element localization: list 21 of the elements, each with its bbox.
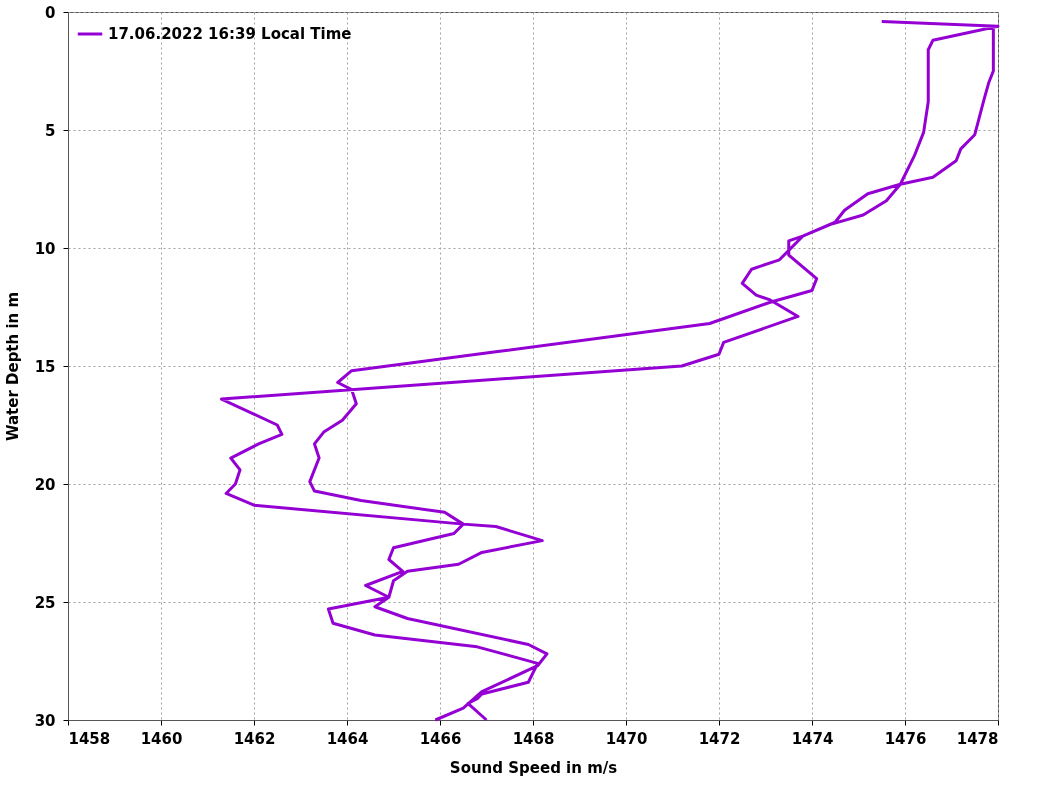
y-tick-label: 0 xyxy=(45,3,56,22)
legend-label: 17.06.2022 16:39 Local Time xyxy=(108,25,352,43)
y-tick-label: 25 xyxy=(34,593,56,612)
y-tick-label: 30 xyxy=(34,711,56,730)
x-tick-label: 1466 xyxy=(419,729,462,748)
y-tick-label: 5 xyxy=(45,121,56,140)
x-tick-label: 1476 xyxy=(884,729,927,748)
y-tick-label: 10 xyxy=(34,239,56,258)
x-tick-label: 1468 xyxy=(512,729,555,748)
x-tick-label: 1478 xyxy=(956,729,999,748)
x-tick-label: 1472 xyxy=(698,729,741,748)
y-tick-label: 15 xyxy=(34,357,56,376)
y-axis-title: Water Depth in m xyxy=(3,291,22,442)
x-tick-label: 1470 xyxy=(605,729,648,748)
x-tick-label: 1474 xyxy=(791,729,834,748)
x-tick-label: 1460 xyxy=(140,729,183,748)
x-tick-label: 1464 xyxy=(326,729,369,748)
y-tick-label: 20 xyxy=(34,475,56,494)
x-tick-label: 1462 xyxy=(233,729,276,748)
x-axis-title: Sound Speed in m/s xyxy=(449,758,618,777)
x-tick-label: 1458 xyxy=(68,729,111,748)
